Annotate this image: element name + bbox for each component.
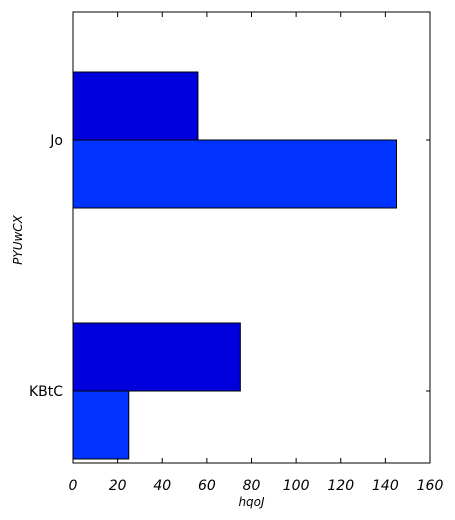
- bar-jo-series-2: [72, 71, 199, 141]
- x-axis-label: hqoJ: [238, 495, 265, 509]
- x-tick-label: 60: [198, 478, 216, 494]
- bar-jo-series-1: [72, 139, 398, 209]
- y-tick-label: Jo: [49, 133, 63, 149]
- x-tick-label: 40: [153, 478, 171, 494]
- plot-frame: [72, 11, 431, 464]
- y-axis-label: PYUwCX: [11, 214, 25, 265]
- x-tick-label: 0: [69, 478, 78, 494]
- y-tick-label: KBtC: [29, 384, 63, 400]
- x-tick-label: 100: [283, 478, 310, 494]
- x-tick-label: 20: [109, 478, 127, 494]
- x-tick-label: 120: [327, 478, 354, 494]
- bars-layer: [72, 71, 398, 460]
- bar-kbtc-series-2: [72, 322, 241, 392]
- x-tick-label: 80: [243, 478, 261, 494]
- x-tick-label: 160: [417, 478, 444, 494]
- x-tick-label: 140: [372, 478, 399, 494]
- bar-kbtc-series-1: [72, 390, 130, 460]
- ticks-layer: KBtC Jo 0 20 40 60 80 100 120 140 160: [29, 12, 444, 494]
